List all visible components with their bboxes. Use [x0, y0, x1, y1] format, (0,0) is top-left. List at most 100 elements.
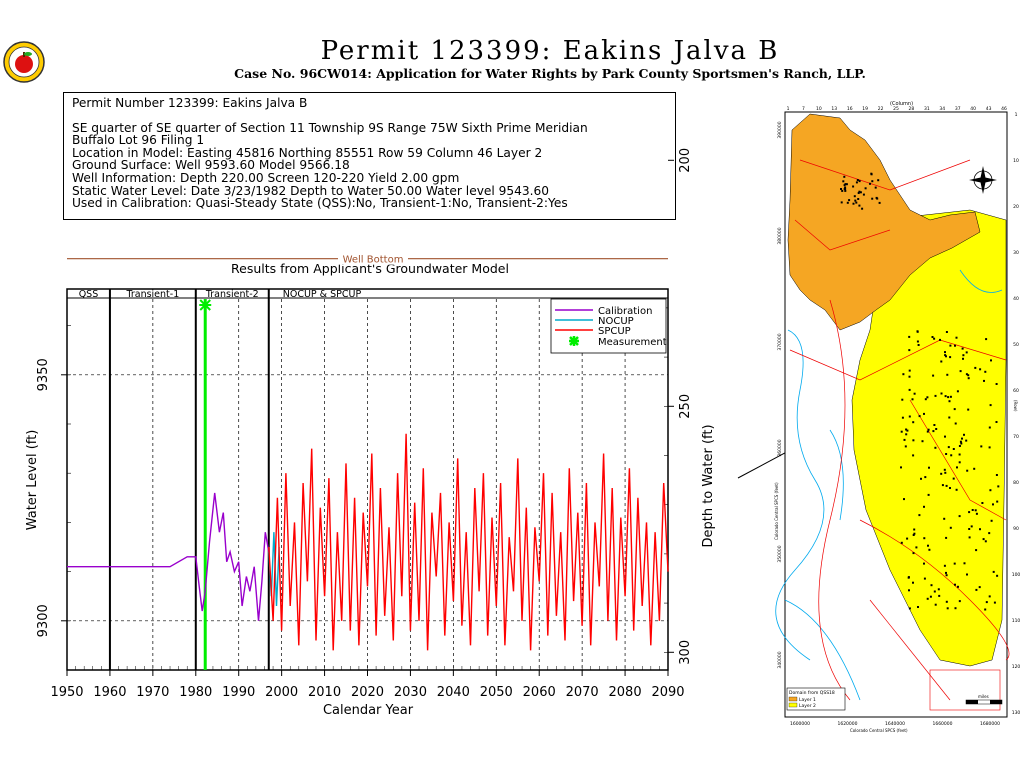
map-well-marker [908, 369, 911, 372]
map-well-marker [841, 189, 844, 192]
map-top-tick-label: 28 [909, 106, 915, 112]
map-legend-label-layer-1: Layer 1 [799, 697, 816, 703]
map-well-marker [862, 193, 865, 196]
map-well-marker [948, 400, 951, 403]
map-well-marker [905, 433, 908, 436]
map-well-marker [906, 537, 909, 540]
map-well-marker [903, 498, 905, 501]
map-well-marker [844, 189, 847, 192]
map-well-marker [975, 588, 978, 591]
map-left-tick-label: 340000 [777, 651, 783, 668]
map-well-marker [990, 519, 993, 522]
map-well-marker [912, 439, 915, 442]
info-line-location: Location in Model: Easting 45816 Northin… [72, 145, 543, 160]
map-well-marker [923, 537, 926, 540]
map-well-marker [944, 351, 946, 354]
map-well-marker [966, 469, 969, 472]
map-well-marker [926, 597, 929, 600]
map-well-marker [988, 426, 991, 429]
map-left-axis-label: Colorado Central SPCS (feet) [774, 482, 779, 540]
map-well-marker [974, 366, 977, 369]
map-well-marker [900, 541, 903, 544]
map-well-marker [968, 528, 971, 530]
map-right-tick-label: 60 [1013, 388, 1019, 394]
map-well-marker [933, 424, 936, 426]
map-well-marker [983, 379, 985, 382]
map-well-marker [944, 354, 947, 357]
x-tick-label: 1960 [93, 685, 126, 700]
map-well-marker [995, 474, 998, 476]
map-well-marker [988, 532, 991, 535]
map-well-marker [997, 485, 1000, 488]
map-well-marker [985, 338, 988, 341]
y-axis-right-label: Depth to Water (ft) [701, 424, 716, 547]
map-well-marker [908, 375, 911, 378]
map-well-marker [953, 562, 956, 565]
map-well-marker [981, 502, 984, 504]
map-top-tick-label: 10 [816, 106, 822, 112]
map-well-marker [901, 416, 904, 419]
map-well-marker [911, 398, 914, 401]
map-well-marker [923, 412, 925, 415]
map-road-line [799, 159, 971, 191]
map-well-marker [954, 422, 957, 425]
map-well-marker [990, 359, 992, 362]
well-bottom-label-bg [338, 252, 408, 265]
map-well-marker [840, 201, 843, 204]
map-top-tick-label: 37 [955, 106, 961, 112]
map-well-marker [958, 453, 961, 456]
map-well-marker [848, 199, 851, 202]
info-line-ground-surface: Ground Surface: Well 9593.60 Model 9566.… [72, 158, 350, 173]
y-axis-label: Water Level (ft) [25, 430, 40, 531]
model-domain-map: 1 7 10 13 16 19 22 25 28 31 34 37 40 43 46110203040506… [774, 101, 1021, 733]
map-top-tick-label: 31 [924, 106, 930, 112]
map-top-tick-label: 13 [831, 106, 837, 112]
map-top-tick-label: 40 [970, 106, 976, 112]
map-well-marker [950, 454, 953, 457]
map-well-marker [962, 354, 965, 357]
map-well-marker [937, 588, 940, 591]
map-well-marker [979, 528, 981, 531]
map-well-marker [960, 442, 963, 445]
y-right-tick-label: 200 [678, 148, 693, 173]
map-well-marker [970, 525, 973, 528]
map-well-marker [965, 439, 968, 442]
x-tick-label: 2080 [609, 685, 642, 700]
map-well-marker [995, 421, 998, 423]
map-layer-1-region [787, 113, 981, 331]
map-well-marker [852, 185, 855, 188]
map-well-marker [945, 331, 948, 333]
map-well-marker [989, 404, 992, 407]
legend-label-nocup: NOCUP [598, 316, 634, 327]
map-well-marker [973, 467, 976, 470]
map-well-marker [924, 398, 927, 401]
map-well-marker [975, 549, 978, 552]
map-top-tick-label: 16 [847, 106, 853, 112]
map-right-tick-label: 70 [1013, 434, 1019, 440]
map-well-marker [935, 428, 938, 430]
map-well-marker [917, 606, 919, 608]
map-well-marker [921, 440, 924, 443]
measurement-marker [199, 299, 212, 311]
map-well-marker [945, 600, 948, 603]
map-scale-bar: miles [965, 694, 1003, 705]
map-well-marker [958, 461, 961, 464]
permit-heading: Permit Number 123399: Eakins Jalva B [72, 96, 308, 110]
map-well-marker [927, 428, 930, 431]
map-top-axis-label: (Column) [890, 101, 913, 107]
map-right-tick-label: 120 [1012, 664, 1021, 670]
map-well-marker [959, 370, 962, 373]
map-well-marker [965, 373, 968, 376]
map-well-marker [982, 538, 985, 541]
map-compass-needle-icon [969, 166, 997, 194]
x-tick-label: 2010 [308, 685, 341, 700]
map-well-marker [908, 335, 911, 338]
map-well-marker [874, 186, 877, 189]
map-well-marker [856, 179, 859, 181]
map-well-marker [996, 574, 999, 577]
map-well-marker [952, 477, 955, 480]
map-well-marker [958, 515, 961, 518]
agency-logo-icon [2, 40, 46, 84]
map-top-tick-label: 7 [802, 106, 805, 112]
